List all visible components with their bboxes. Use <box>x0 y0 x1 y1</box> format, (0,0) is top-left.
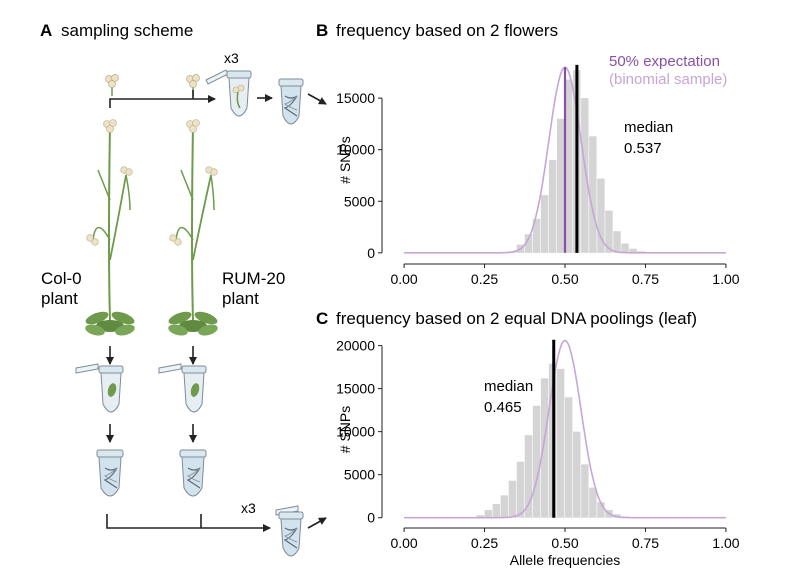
y-axis-label-c: # SNPs <box>337 406 353 453</box>
tube-dna-left-icon <box>96 449 124 497</box>
panel-a-title: sampling scheme <box>61 21 193 40</box>
histogram-bar <box>581 98 589 253</box>
expectation-curve-c <box>404 339 726 519</box>
x-tick-label: 0.50 <box>551 535 578 551</box>
histogram-bar <box>484 509 492 518</box>
histogram-bar <box>556 368 565 518</box>
histogram-bar <box>589 487 597 518</box>
x-tick-label: 0.00 <box>390 271 417 287</box>
histogram-bar <box>573 431 581 518</box>
histogram-bar <box>565 397 573 518</box>
x-tick-label: 0.75 <box>632 271 659 287</box>
histogram-bar <box>556 118 565 253</box>
legend-expectation-line1: 50% expectation <box>609 53 720 70</box>
histogram-bar <box>524 234 533 253</box>
y-tick-label: 10000 <box>336 424 375 440</box>
histogram-bar <box>621 243 629 253</box>
median-c-label: median <box>484 378 533 395</box>
panel-c-title: frequency based on 2 equal DNA poolings … <box>336 309 697 328</box>
tube-flowers-icon <box>205 69 252 117</box>
median-b-value: 0.537 <box>624 140 662 157</box>
y-tick-label: 5000 <box>344 467 375 483</box>
histogram-c: 0.00 0.25 0.50 0.75 1.00 0 5000 10000 15000 2000… <box>336 338 740 568</box>
y-tick-label: 15000 <box>336 381 375 397</box>
histogram-bar <box>581 464 589 518</box>
histogram-bar <box>597 502 605 518</box>
rum20-plant-icon <box>168 119 218 336</box>
x-tick-label: 1.00 <box>712 535 739 551</box>
y-tick-label: 15000 <box>336 90 375 106</box>
rum20-label-line2: plant <box>222 289 259 308</box>
histogram-bar <box>516 461 525 518</box>
histogram-bar <box>629 248 637 253</box>
histogram-bar <box>540 195 549 253</box>
y-ticks-b: 0 5000 10000 15000 <box>336 90 382 261</box>
top-flower-right-icon <box>186 74 200 96</box>
col0-label-line2: plant <box>41 289 78 308</box>
top-flower-left-icon <box>105 74 119 96</box>
rum20-label-line1: RUM-20 <box>222 269 285 288</box>
x-ticks-c: 0.00 0.25 0.50 0.75 1.00 <box>390 528 740 551</box>
histogram-b: 0.00 0.25 0.50 0.75 1.00 0 5000 10000 15000 # S… <box>336 64 740 287</box>
y-tick-label: 20000 <box>336 338 375 354</box>
x-ticks-b: 0.00 0.25 0.50 0.75 1.00 <box>390 264 740 287</box>
histogram-bar <box>548 160 557 253</box>
top-join-arrow <box>109 95 216 108</box>
legend-expectation-line2: (binomial sample) <box>609 71 727 88</box>
histogram-bar <box>500 495 509 518</box>
histogram-bar <box>605 210 613 253</box>
histogram-bar <box>613 231 621 253</box>
top-to-panel-b-arrow <box>307 93 327 105</box>
panel-b-title: frequency based on 2 flowers <box>336 21 558 40</box>
bottom-join-arrow <box>106 514 271 532</box>
x-tick-label: 0.50 <box>551 271 578 287</box>
bottom-to-panel-c-arrow <box>307 517 327 529</box>
replicate-bottom-label: x3 <box>241 500 256 516</box>
tube-dna-top-icon <box>278 78 304 125</box>
histogram-bar <box>565 79 573 253</box>
col0-label-line1: Col-0 <box>41 269 82 288</box>
histogram-bar <box>532 405 541 518</box>
y-tick-label: 5000 <box>344 193 375 209</box>
median-c-value: 0.465 <box>484 399 522 416</box>
histogram-bar <box>540 378 549 518</box>
histogram-bar <box>524 435 533 518</box>
panel-c: C frequency based on 2 equal DNA pooling… <box>316 309 740 568</box>
x-tick-label: 0.25 <box>471 535 498 551</box>
y-tick-label: 0 <box>367 510 375 526</box>
histogram-bar <box>532 218 541 253</box>
tube-dna-bottom-icon <box>275 505 304 557</box>
x-tick-label: 0.00 <box>390 535 417 551</box>
median-b-label: median <box>624 119 673 136</box>
panel-b-letter: B <box>316 21 328 40</box>
x-tick-label: 0.75 <box>632 535 659 551</box>
replicate-top-label: x3 <box>224 50 239 66</box>
histogram-bar <box>492 503 501 518</box>
y-ticks-c: 0 5000 10000 15000 20000 <box>336 338 382 526</box>
tube-leaf-right-icon <box>158 363 207 413</box>
tube-leaf-left-icon <box>75 363 124 413</box>
col0-plant-icon <box>85 119 135 336</box>
x-tick-label: 0.25 <box>471 271 498 287</box>
histogram-bar <box>589 136 597 253</box>
histogram-bar <box>476 515 484 518</box>
y-tick-label: 0 <box>367 245 375 261</box>
x-axis-label-c: Allele frequencies <box>510 552 621 568</box>
panel-c-letter: C <box>316 309 328 328</box>
tube-dna-right-icon <box>179 449 207 497</box>
panel-b: B frequency based on 2 flowers 0.00 0.25 0… <box>316 21 740 287</box>
panel-a-letter: A <box>40 21 52 40</box>
histogram-bar <box>597 178 605 253</box>
panel-a: A sampling scheme x3 <box>40 21 327 557</box>
y-axis-label-b: # SNPs <box>337 136 353 183</box>
y-tick-label: 10000 <box>336 142 375 158</box>
x-tick-label: 1.00 <box>712 271 739 287</box>
histogram-bar <box>508 480 517 518</box>
